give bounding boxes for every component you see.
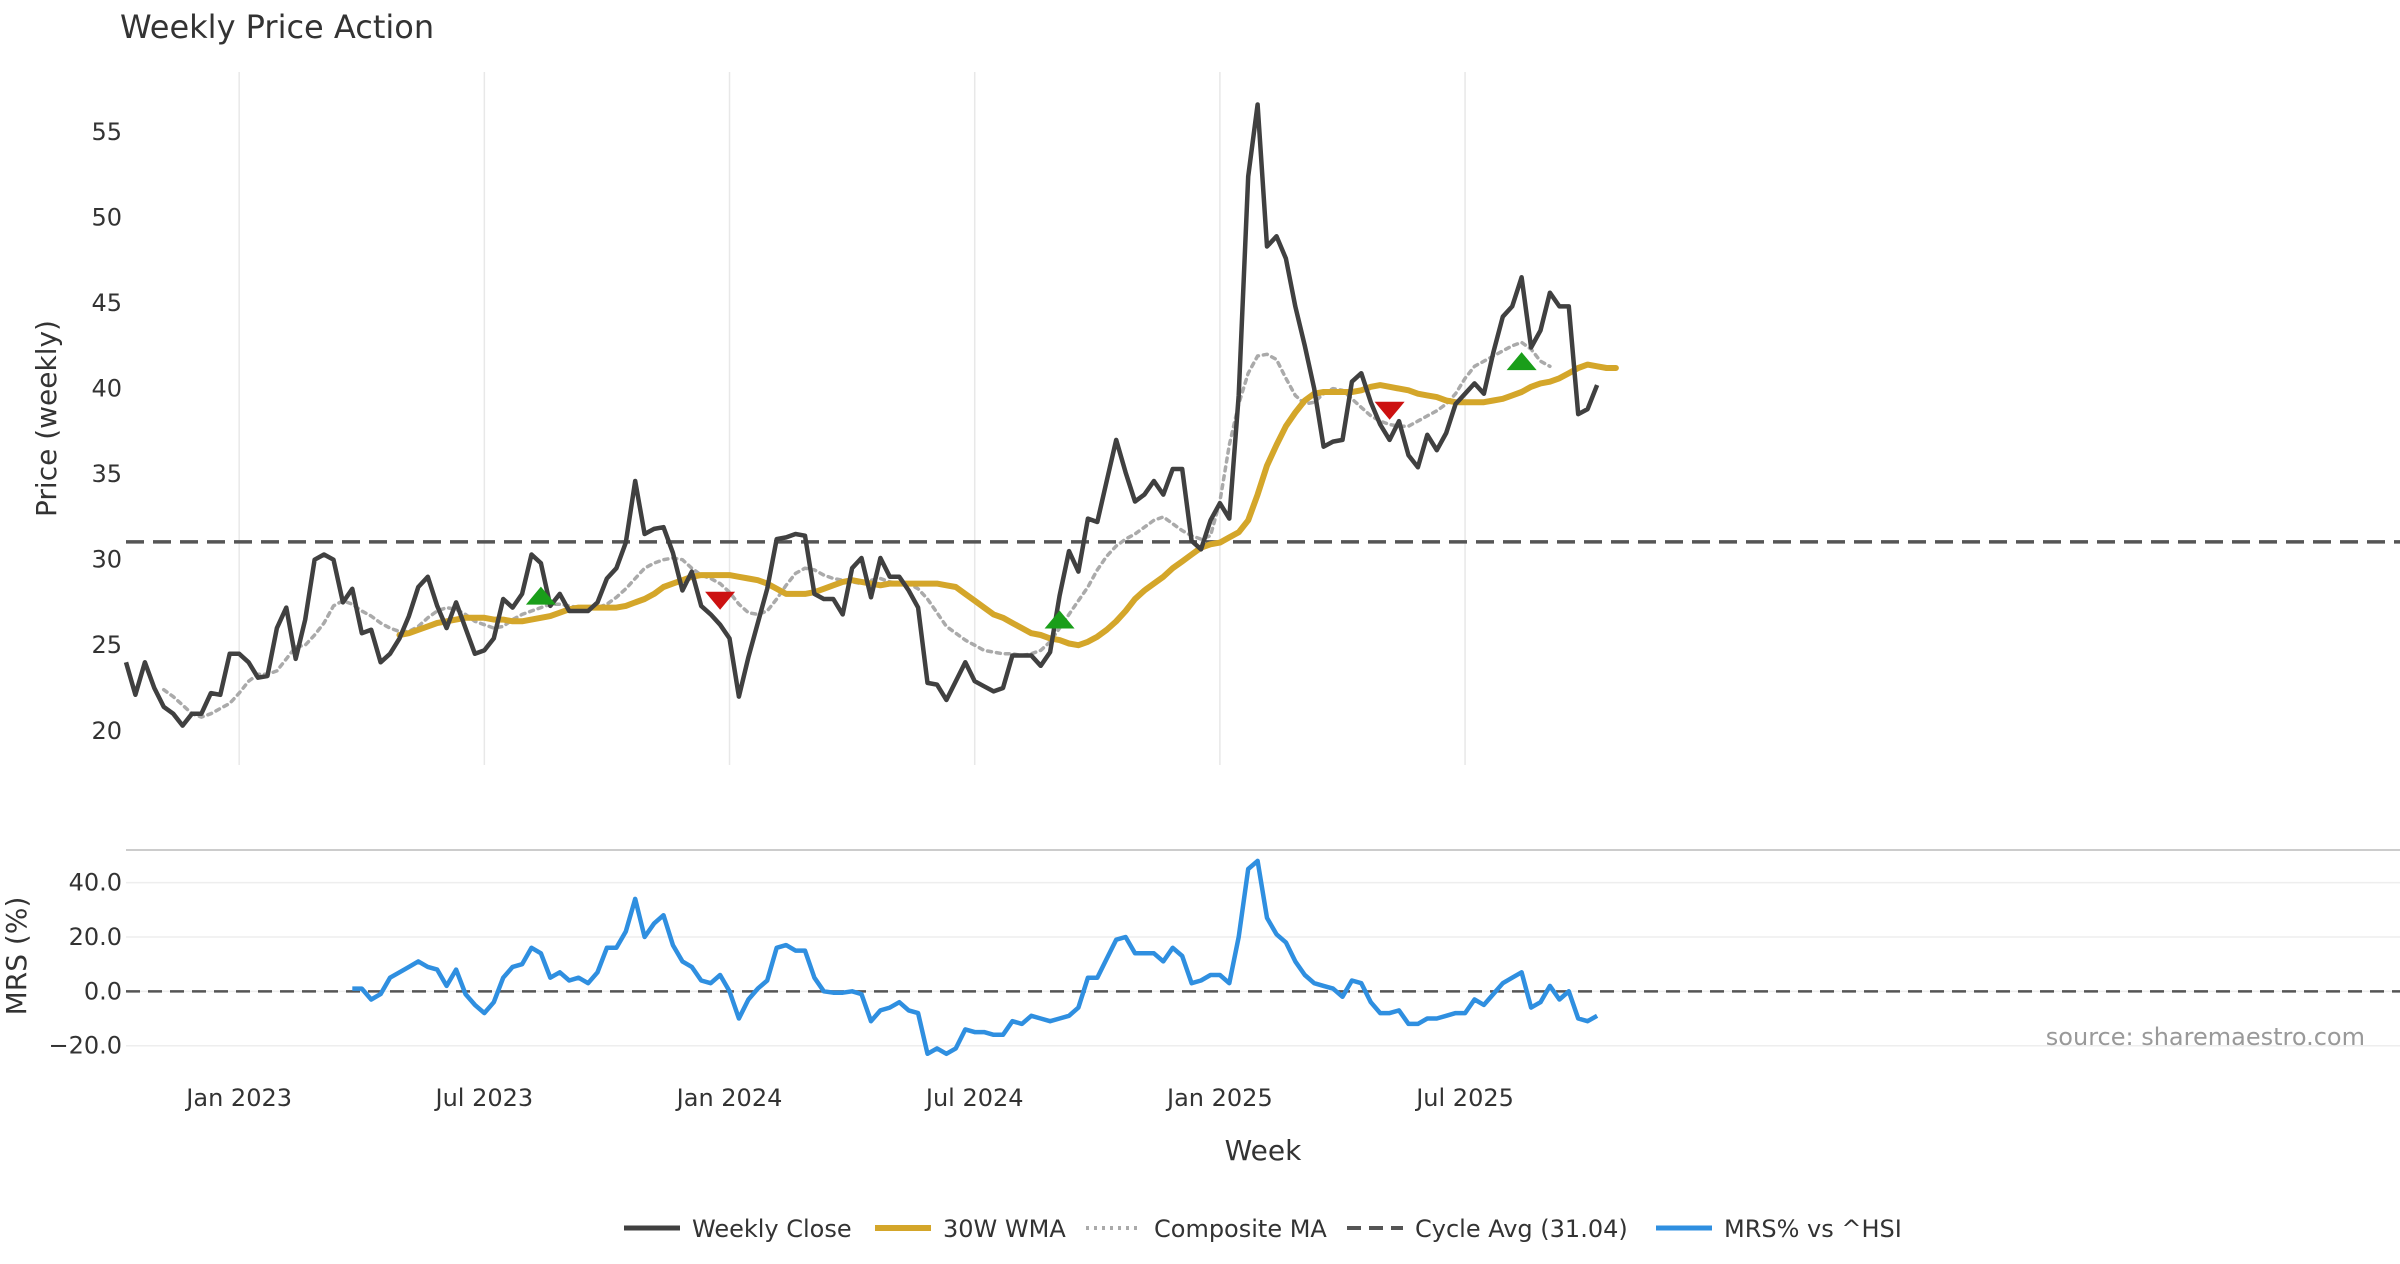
price-ytick-label: 20: [91, 717, 122, 745]
buy-signal-marker: [525, 586, 556, 605]
x-tick-label: Jan 2023: [184, 1084, 292, 1112]
price-ylabel: Price (weekly): [30, 320, 63, 517]
chart-title: Weekly Price Action: [120, 8, 434, 46]
mrs-ytick-label: 0.0: [84, 977, 122, 1005]
mrs-panel: −20.0 0.0 20.0 40.0 MRS (%): [0, 849, 2400, 1060]
x-tick-label: Jul 2024: [924, 1084, 1024, 1112]
legend-item: Cycle Avg (31.04): [1347, 1215, 1628, 1243]
legend-label: Weekly Close: [692, 1215, 852, 1243]
legend-label: Composite MA: [1154, 1215, 1327, 1243]
buy-signal-marker: [1506, 352, 1537, 371]
x-tick-label: Jul 2023: [434, 1084, 534, 1112]
mrs-line: [352, 858, 1599, 1057]
legend-item: MRS% vs ^HSI: [1656, 1215, 1902, 1243]
source-note: source: sharemaestro.com: [2046, 1023, 2365, 1051]
price-ytick-label: 40: [91, 375, 122, 403]
x-tick-label: Jan 2024: [675, 1084, 783, 1112]
mrs-ytick-label: 20.0: [69, 923, 122, 951]
legend-item: Composite MA: [1086, 1215, 1327, 1243]
mrs-ytick-label: −20.0: [48, 1032, 122, 1060]
legend-label: MRS% vs ^HSI: [1724, 1215, 1902, 1243]
wma-line: [396, 361, 1619, 649]
price-ytick-label: 45: [91, 289, 122, 317]
sell-signal-marker: [1374, 401, 1405, 420]
weekly-close-line: [123, 102, 1600, 728]
mrs-ytick-label: 40.0: [69, 869, 122, 897]
price-panel: 20 25 30 35 40 45 50 55 Price (weekly): [30, 72, 2400, 765]
price-ytick-label: 50: [91, 203, 122, 231]
buy-signal-marker: [1044, 610, 1075, 629]
x-axis: Jan 2023 Jul 2023 Jan 2024 Jul 2024 Jan 2025…: [184, 1084, 1514, 1112]
price-ytick-label: 30: [91, 546, 122, 574]
x-tick-label: Jan 2025: [1165, 1084, 1273, 1112]
x-tick-label: Jul 2025: [1414, 1084, 1514, 1112]
legend: Weekly Close 30W WMA Composite MA Cycle Avg…: [624, 1215, 1902, 1243]
sell-signal-marker: [705, 591, 736, 610]
composite-ma-line: [161, 340, 1552, 719]
legend-label: Cycle Avg (31.04): [1415, 1215, 1628, 1243]
price-ytick-label: 55: [91, 118, 122, 146]
legend-item: Weekly Close: [624, 1215, 852, 1243]
legend-item: 30W WMA: [875, 1215, 1066, 1243]
price-ytick-label: 25: [91, 631, 122, 659]
legend-label: 30W WMA: [943, 1215, 1066, 1243]
mrs-ylabel: MRS (%): [0, 897, 33, 1016]
price-ytick-label: 35: [91, 460, 122, 488]
x-axis-label: Week: [1225, 1134, 1302, 1167]
